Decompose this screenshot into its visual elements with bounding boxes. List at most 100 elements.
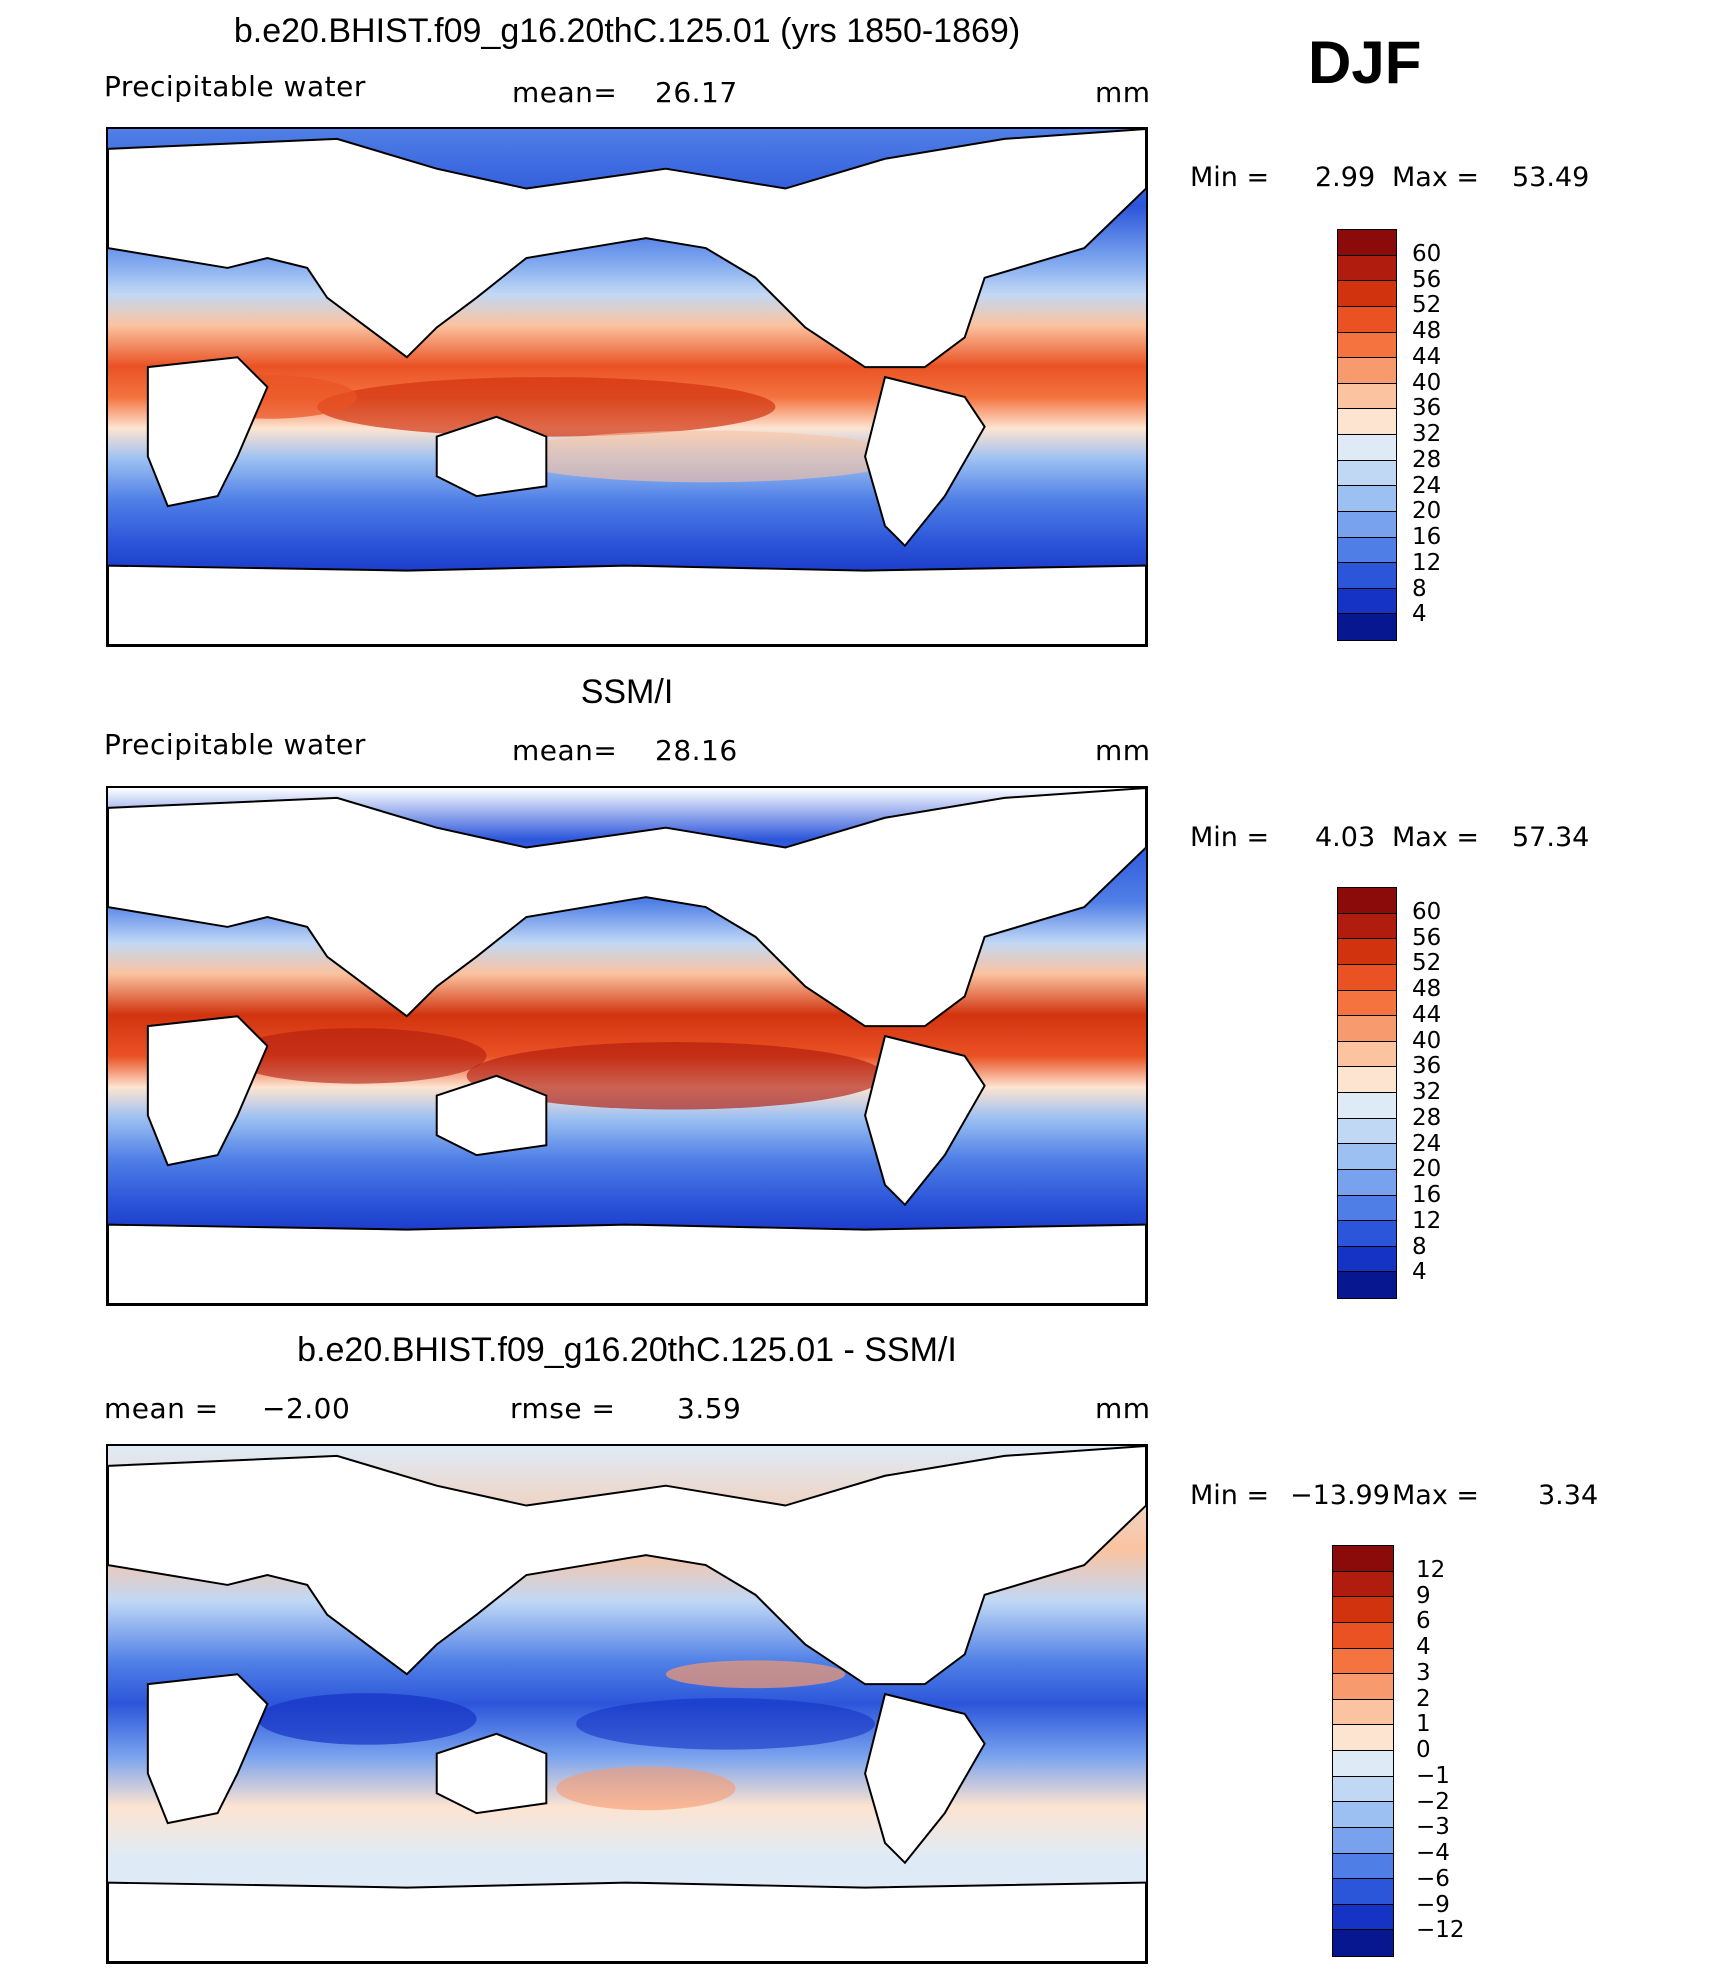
colorbar-swatch	[1333, 1904, 1393, 1931]
colorbar-tick-label: 52	[1412, 292, 1442, 319]
colorbar-tick-label: 48	[1412, 318, 1442, 344]
colorbar-tick-label: −1	[1416, 1762, 1450, 1789]
colorbar-swatch	[1338, 1272, 1396, 1298]
colorbar-tick-label: −2	[1416, 1788, 1450, 1815]
panel-1-max-label: Max =	[1392, 162, 1480, 193]
panel-3-rmse-value: 3.59	[677, 1392, 742, 1425]
panel-1-map	[106, 127, 1148, 647]
colorbar-swatch	[1333, 1546, 1393, 1572]
colorbar-swatch	[1333, 1571, 1393, 1598]
colorbar-swatch	[1338, 537, 1396, 564]
colorbar-swatch	[1333, 1827, 1393, 1854]
colorbar-tick-label: 32	[1412, 1079, 1442, 1105]
colorbar-tick-label: 16	[1412, 524, 1442, 550]
colorbar-tick-label: 36	[1412, 1053, 1442, 1080]
panel-3-min-value: −13.99	[1290, 1480, 1390, 1511]
panel-3-title: b.e20.BHIST.f09_g16.20thC.125.01 - SSM/I	[297, 1331, 957, 1369]
colorbar-tick-label: 12	[1416, 1556, 1446, 1583]
colorbar-tick-label: 44	[1412, 1001, 1442, 1028]
colorbar-swatch	[1338, 255, 1396, 282]
colorbar-tick-label: 32	[1412, 421, 1442, 447]
colorbar-swatch	[1338, 486, 1396, 512]
colorbar-swatch	[1338, 1041, 1396, 1068]
colorbar-tick-label: −6	[1416, 1865, 1450, 1892]
colorbar-swatch	[1338, 1169, 1396, 1196]
colorbar-swatch	[1333, 1879, 1393, 1905]
colorbar-swatch	[1333, 1853, 1393, 1880]
panel-1-colorbar	[1337, 229, 1397, 641]
panel-1-min-label: Min =	[1190, 162, 1270, 193]
panel-1-mean-value: 26.17	[655, 76, 738, 109]
colorbar-swatch	[1338, 888, 1396, 914]
panel-2-min-label: Min =	[1190, 822, 1270, 853]
colorbar-swatch	[1333, 1930, 1393, 1956]
colorbar-swatch	[1338, 614, 1396, 640]
colorbar-swatch	[1338, 511, 1396, 538]
colorbar-swatch	[1333, 1674, 1393, 1700]
panel-3-colorbar	[1332, 1545, 1394, 1957]
colorbar-tick-label: 36	[1412, 395, 1442, 422]
panel-3-max-value: 3.34	[1538, 1480, 1599, 1511]
colorbar-tick-label: −3	[1416, 1814, 1450, 1841]
colorbar-tick-label: 44	[1412, 343, 1442, 370]
colorbar-swatch	[1333, 1725, 1393, 1751]
colorbar-tick-label: 60	[1412, 240, 1442, 267]
colorbar-swatch	[1338, 383, 1396, 410]
colorbar-tick-label: 28	[1412, 446, 1442, 473]
colorbar-tick-label: −4	[1416, 1840, 1450, 1866]
colorbar-tick-label: 60	[1412, 898, 1442, 925]
panel-3-map	[106, 1444, 1148, 1964]
colorbar-swatch	[1333, 1648, 1393, 1675]
panel-1-min-value: 2.99	[1315, 162, 1376, 193]
panel-3-units: mm	[1095, 1392, 1151, 1425]
colorbar-tick-label: 2	[1416, 1685, 1431, 1712]
panel-2-map-svg	[108, 788, 1146, 1304]
colorbar-tick-label: 56	[1412, 924, 1442, 951]
panel-1-variable-label: Precipitable water	[104, 70, 366, 103]
colorbar-swatch	[1338, 230, 1396, 256]
colorbar-swatch	[1333, 1699, 1393, 1726]
colorbar-swatch	[1338, 435, 1396, 461]
panel-1-title: b.e20.BHIST.f09_g16.20thC.125.01 (yrs 18…	[233, 12, 1021, 50]
colorbar-tick-label: 24	[1412, 472, 1442, 499]
colorbar-swatch	[1338, 281, 1396, 307]
colorbar-swatch	[1333, 1751, 1393, 1777]
panel-3-min-label: Min =	[1190, 1480, 1270, 1511]
colorbar-swatch	[1338, 1144, 1396, 1170]
colorbar-tick-label: 6	[1416, 1608, 1431, 1635]
colorbar-tick-label: 1	[1416, 1711, 1431, 1738]
colorbar-tick-label: 20	[1412, 1156, 1442, 1183]
panel-3-rmse-label: rmse =	[510, 1392, 616, 1425]
panel-1-units: mm	[1095, 76, 1151, 109]
colorbar-swatch	[1338, 1093, 1396, 1119]
colorbar-tick-label: 40	[1412, 369, 1442, 396]
panel-2-map	[106, 786, 1148, 1306]
colorbar-swatch	[1338, 1195, 1396, 1222]
colorbar-tick-label: −9	[1416, 1891, 1450, 1918]
colorbar-tick-label: 20	[1412, 498, 1442, 525]
colorbar-tick-label: 52	[1412, 950, 1442, 977]
colorbar-swatch	[1338, 913, 1396, 940]
colorbar-tick-label: 9	[1416, 1582, 1431, 1609]
colorbar-swatch	[1338, 990, 1396, 1017]
colorbar-tick-label: 40	[1412, 1027, 1442, 1054]
colorbar-swatch	[1338, 563, 1396, 589]
colorbar-swatch	[1333, 1597, 1393, 1623]
colorbar-tick-label: 4	[1412, 601, 1427, 628]
colorbar-tick-label: 16	[1412, 1182, 1442, 1208]
colorbar-swatch	[1333, 1802, 1393, 1828]
panel-2-mean-label: mean=	[512, 734, 618, 767]
colorbar-tick-label: 48	[1412, 976, 1442, 1002]
colorbar-swatch	[1338, 306, 1396, 333]
colorbar-swatch	[1338, 1016, 1396, 1042]
colorbar-swatch	[1333, 1776, 1393, 1803]
panel-2-colorbar	[1337, 887, 1397, 1299]
panel-3-map-svg	[108, 1446, 1146, 1962]
panel-2-units: mm	[1095, 734, 1151, 767]
colorbar-swatch	[1338, 358, 1396, 384]
colorbar-tick-label: 12	[1412, 549, 1442, 576]
colorbar-swatch	[1338, 1067, 1396, 1093]
panel-3-mean-value: −2.00	[262, 1392, 351, 1425]
panel-1-map-svg	[108, 129, 1146, 645]
season-label: DJF	[1308, 29, 1422, 96]
